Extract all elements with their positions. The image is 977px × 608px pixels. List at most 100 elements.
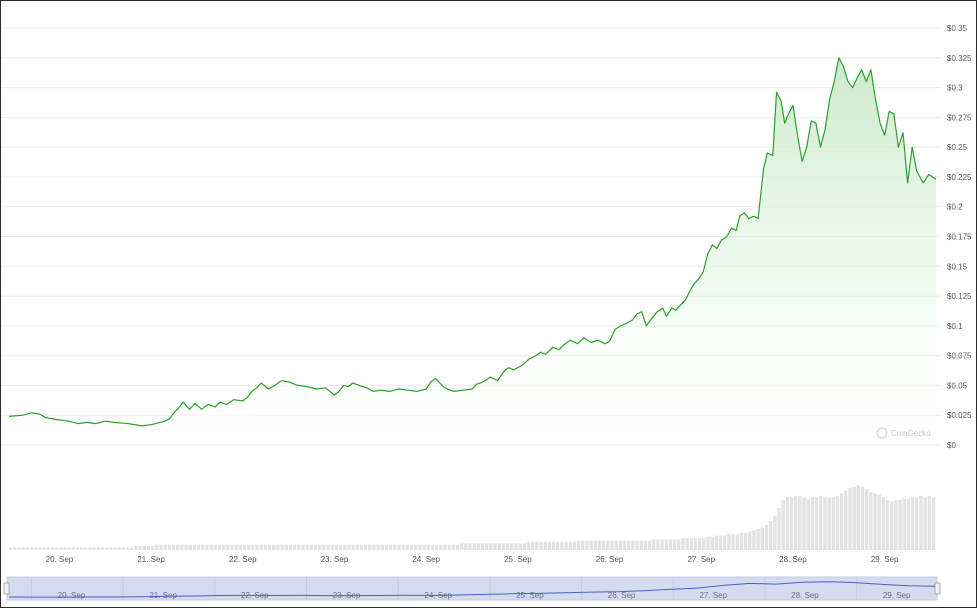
volume-bar	[459, 543, 464, 550]
volume-bar	[184, 544, 188, 550]
volume-bar	[67, 547, 71, 550]
volume-bar	[505, 543, 510, 550]
volume-bar	[54, 547, 59, 550]
volume-bar	[138, 546, 142, 550]
x-tick-label: 24. Sep	[412, 555, 440, 564]
volume-bar	[105, 547, 109, 550]
volume-bar	[451, 544, 455, 550]
volume-bar	[881, 497, 886, 550]
volume-bar	[806, 498, 810, 550]
volume-bar	[171, 544, 176, 550]
volume-bar	[84, 547, 88, 550]
volume-bar	[535, 542, 539, 550]
volume-bar	[309, 544, 314, 550]
volume-bar	[100, 547, 105, 550]
y-tick-label: $0.25	[947, 143, 968, 152]
volume-bar	[839, 493, 844, 550]
volume-bar	[355, 544, 359, 550]
y-tick-label: $0.175	[947, 233, 972, 242]
volume-bar	[919, 496, 923, 550]
volume-bar	[652, 539, 656, 550]
volume-bar	[898, 499, 902, 550]
volume-bar	[522, 543, 526, 550]
volume-bar	[597, 540, 602, 550]
volume-bar	[472, 543, 476, 550]
volume-bar	[330, 544, 334, 550]
x-tick-label: 23. Sep	[321, 555, 349, 564]
y-tick-label: $0.3	[947, 84, 963, 93]
volume-bar	[155, 544, 159, 550]
volume-bar	[188, 544, 192, 550]
volume-bar	[17, 547, 21, 550]
volume-bar	[643, 540, 648, 550]
volume-bar	[685, 538, 689, 550]
volume-bar	[718, 535, 723, 550]
volume-bar	[743, 532, 748, 550]
volume-bar	[9, 547, 13, 550]
volume-bar	[606, 540, 610, 550]
volume-bar	[485, 543, 489, 550]
volume-bar	[777, 507, 781, 550]
volume-bar	[247, 544, 251, 550]
navigator-tick-label: 29. Sep	[883, 591, 911, 600]
volume-bar	[789, 497, 794, 550]
volume-bar	[877, 494, 881, 550]
x-tick-label: 20. Sep	[46, 555, 74, 564]
watermark-text: CoinGecko	[891, 429, 931, 438]
volume-bar	[79, 547, 84, 550]
navigator-left-handle[interactable]	[3, 582, 10, 595]
volume-bar	[773, 515, 777, 550]
volume-bar	[255, 544, 259, 550]
volume-bar	[927, 496, 932, 550]
navigator-series-line	[8, 581, 936, 598]
volume-bar	[167, 544, 172, 550]
volume-bar	[902, 498, 906, 550]
volume-bar	[865, 489, 869, 550]
volume-bar	[251, 544, 255, 550]
volume-bar	[593, 540, 597, 550]
volume-bar	[752, 530, 756, 550]
volume-bar	[581, 540, 585, 550]
volume-bar	[109, 547, 113, 550]
volume-bar	[113, 547, 117, 550]
volume-bar	[397, 544, 401, 550]
volume-bar	[88, 547, 92, 550]
volume-bar	[835, 496, 840, 550]
volume-bar	[702, 538, 706, 550]
volume-bar	[380, 544, 385, 550]
volume-bar	[267, 544, 272, 550]
price-area	[9, 57, 936, 446]
x-axis: 20. Sep 21. Sep 22. Sep 23. Sep 24. Sep 25. S…	[46, 555, 899, 564]
volume-bar	[819, 496, 823, 550]
volume-bar	[326, 544, 330, 550]
volume-bar	[226, 544, 230, 550]
y-tick-label: $0.125	[947, 292, 972, 301]
volume-bar	[334, 544, 339, 550]
volume-bar	[363, 544, 368, 550]
volume-bar	[209, 544, 213, 550]
volume-bar	[134, 546, 138, 550]
volume-bar	[280, 544, 284, 550]
navigator-tick-label: 25. Sep	[516, 591, 544, 600]
volume-bar	[664, 539, 668, 550]
volume-bar	[489, 543, 493, 550]
navigator[interactable]: 20. Sep 21. Sep 22. Sep 23. Sep 24. Sep 25. S…	[3, 576, 941, 601]
navigator-right-handle[interactable]	[934, 582, 941, 595]
volume-bar	[338, 544, 343, 550]
price-line	[8, 57, 937, 427]
navigator-tick-label: 21. Sep	[149, 591, 177, 600]
volume-bar	[242, 544, 247, 550]
volume-bar	[501, 543, 506, 550]
volume-bar	[163, 544, 167, 550]
y-tick-label: $0.05	[947, 381, 968, 390]
volume-bar	[693, 538, 698, 550]
volume-bar	[234, 544, 238, 550]
x-tick-label: 25. Sep	[504, 555, 532, 564]
volume-bar	[781, 499, 785, 550]
volume-bar	[130, 547, 134, 550]
y-tick-label: $0.275	[947, 113, 972, 122]
volume-bar	[760, 527, 764, 550]
volume-bar	[238, 544, 243, 550]
volume-bar	[564, 542, 568, 550]
volume-bar	[351, 544, 355, 550]
